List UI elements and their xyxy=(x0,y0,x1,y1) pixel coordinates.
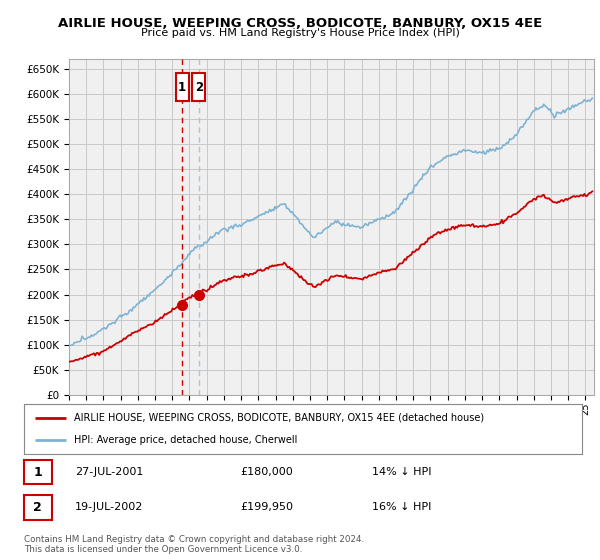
Text: HPI: Average price, detached house, Cherwell: HPI: Average price, detached house, Cher… xyxy=(74,435,298,445)
Text: 2: 2 xyxy=(34,501,42,514)
Bar xyxy=(192,73,205,101)
Text: AIRLIE HOUSE, WEEPING CROSS, BODICOTE, BANBURY, OX15 4EE (detached house): AIRLIE HOUSE, WEEPING CROSS, BODICOTE, B… xyxy=(74,413,484,423)
Text: Contains HM Land Registry data © Crown copyright and database right 2024.
This d: Contains HM Land Registry data © Crown c… xyxy=(24,535,364,554)
Text: 19-JUL-2002: 19-JUL-2002 xyxy=(75,502,143,512)
Bar xyxy=(176,73,188,101)
Text: 2: 2 xyxy=(195,81,203,94)
Text: £199,950: £199,950 xyxy=(240,502,293,512)
Text: 1: 1 xyxy=(178,81,186,94)
Text: 27-JUL-2001: 27-JUL-2001 xyxy=(75,467,143,477)
Text: AIRLIE HOUSE, WEEPING CROSS, BODICOTE, BANBURY, OX15 4EE: AIRLIE HOUSE, WEEPING CROSS, BODICOTE, B… xyxy=(58,17,542,30)
Text: 16% ↓ HPI: 16% ↓ HPI xyxy=(372,502,431,512)
Text: £180,000: £180,000 xyxy=(240,467,293,477)
Text: 1: 1 xyxy=(34,465,42,479)
Text: Price paid vs. HM Land Registry's House Price Index (HPI): Price paid vs. HM Land Registry's House … xyxy=(140,28,460,38)
Text: 14% ↓ HPI: 14% ↓ HPI xyxy=(372,467,431,477)
